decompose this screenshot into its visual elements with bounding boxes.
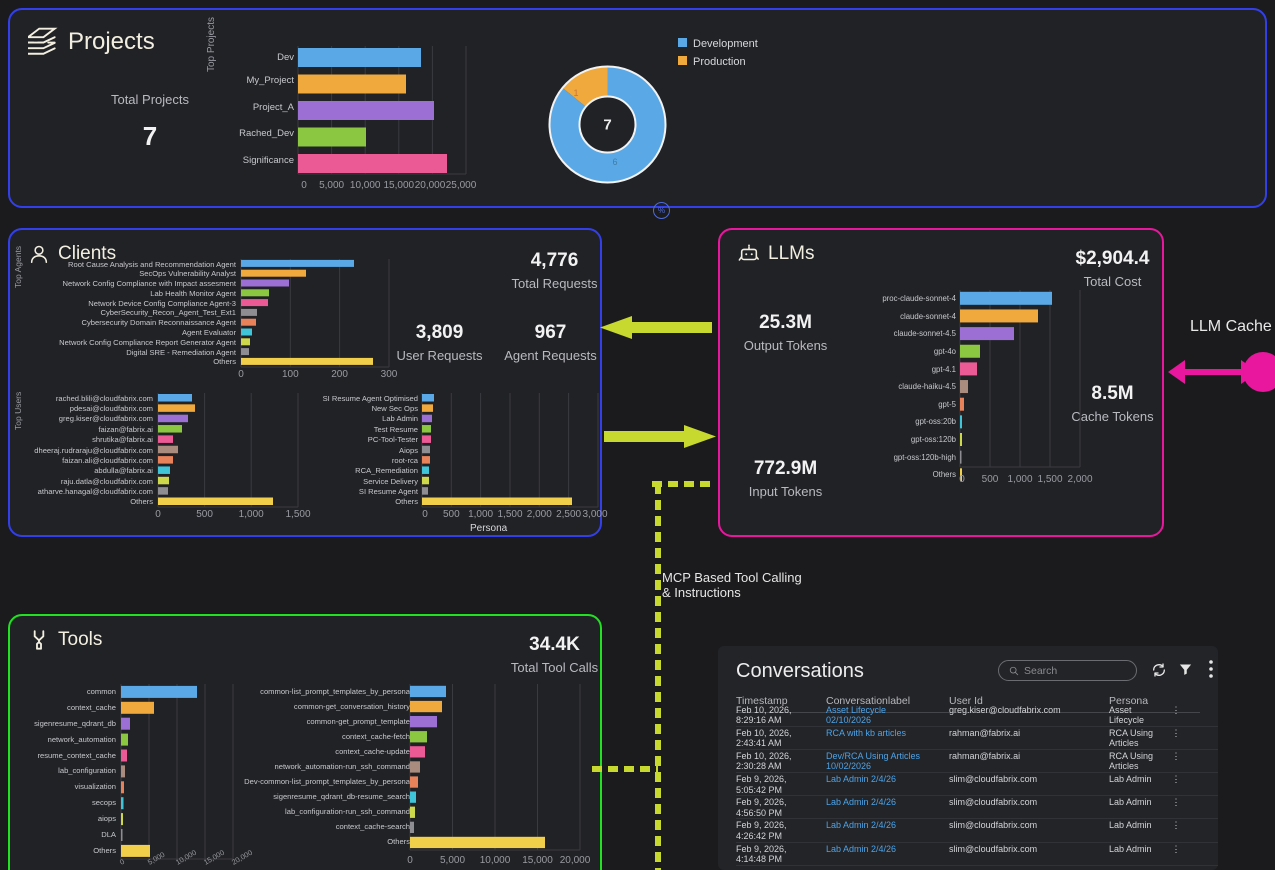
svg-text:20,000: 20,000: [560, 855, 591, 866]
svg-text:100: 100: [282, 369, 299, 380]
svg-text:2,000: 2,000: [1067, 474, 1092, 485]
svg-text:15,000: 15,000: [384, 180, 415, 191]
svg-text:1,000: 1,000: [1007, 474, 1032, 485]
svg-text:20,000: 20,000: [415, 180, 446, 191]
svg-text:5,000: 5,000: [440, 855, 465, 866]
svg-text:0: 0: [301, 180, 307, 191]
svg-text:300: 300: [381, 369, 398, 380]
svg-text:1,000: 1,000: [239, 509, 264, 520]
svg-text:7: 7: [603, 117, 611, 134]
svg-text:1: 1: [573, 88, 578, 98]
svg-text:15,000: 15,000: [522, 855, 553, 866]
svg-text:25,000: 25,000: [446, 180, 477, 191]
svg-text:1,500: 1,500: [285, 509, 310, 520]
svg-text:2,000: 2,000: [527, 509, 552, 520]
svg-text:0: 0: [238, 369, 244, 380]
svg-text:1,500: 1,500: [1037, 474, 1062, 485]
svg-text:0: 0: [422, 509, 428, 520]
svg-text:10,000: 10,000: [350, 180, 381, 191]
svg-text:200: 200: [331, 369, 348, 380]
svg-text:500: 500: [443, 509, 460, 520]
svg-text:5,000: 5,000: [319, 180, 344, 191]
svg-text:6: 6: [612, 157, 617, 167]
svg-text:10,000: 10,000: [480, 855, 511, 866]
svg-text:1,000: 1,000: [468, 509, 493, 520]
svg-text:500: 500: [982, 474, 999, 485]
svg-text:1,500: 1,500: [497, 509, 522, 520]
svg-text:0: 0: [155, 509, 161, 520]
svg-text:2,500: 2,500: [556, 509, 581, 520]
svg-text:0: 0: [959, 474, 965, 485]
svg-text:500: 500: [196, 509, 213, 520]
svg-text:0: 0: [407, 855, 413, 866]
